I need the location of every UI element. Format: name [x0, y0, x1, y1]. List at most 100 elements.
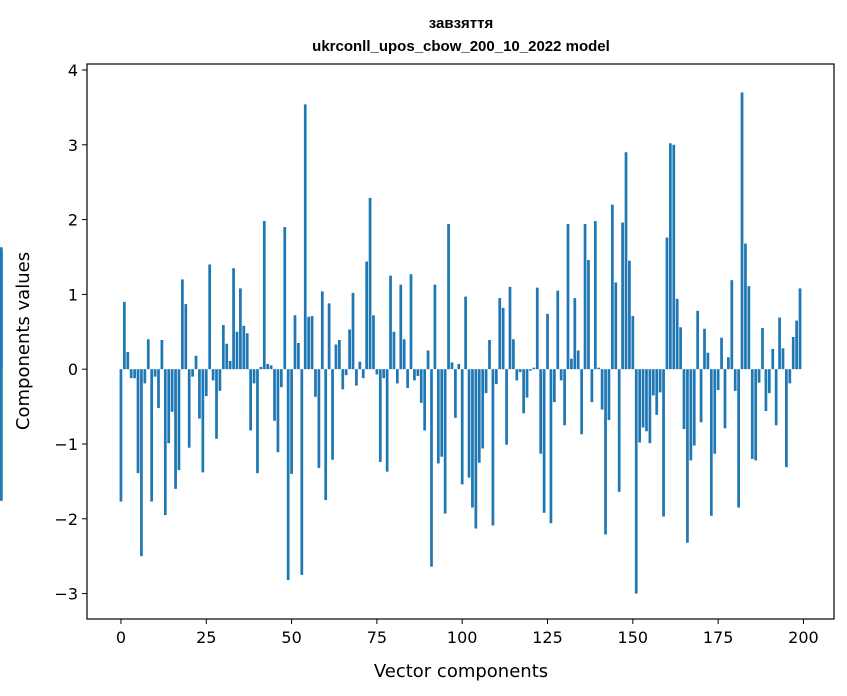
bar	[785, 369, 788, 468]
bar	[669, 143, 672, 370]
bar	[614, 282, 618, 370]
bar	[232, 268, 235, 370]
bar	[658, 369, 662, 393]
bar	[355, 369, 358, 386]
bar	[747, 286, 751, 370]
bar	[344, 369, 348, 376]
bar	[781, 348, 785, 370]
bar	[208, 264, 212, 370]
bar	[737, 369, 740, 508]
bar	[249, 369, 252, 431]
bar	[225, 343, 229, 370]
bar	[194, 355, 198, 370]
bar	[447, 224, 450, 370]
bar	[286, 369, 290, 581]
bar	[297, 343, 300, 370]
bar	[529, 369, 532, 371]
bar	[634, 369, 638, 594]
bar	[430, 369, 433, 567]
bar	[129, 369, 133, 379]
bar	[218, 369, 222, 391]
bar	[515, 369, 519, 381]
bar	[686, 369, 689, 543]
bar	[570, 358, 573, 370]
bar	[191, 369, 194, 377]
bar	[426, 350, 430, 370]
bar	[276, 369, 280, 453]
bar	[0, 369, 3, 501]
bar	[409, 274, 413, 370]
bar	[604, 369, 607, 535]
bar	[290, 369, 293, 474]
bar	[454, 369, 457, 418]
y-tick-label: 0	[68, 360, 78, 379]
bar	[727, 357, 730, 370]
bar	[498, 298, 502, 370]
bar	[341, 369, 345, 390]
bar	[675, 298, 679, 370]
bar	[358, 361, 362, 370]
bar	[494, 369, 498, 385]
bar	[703, 328, 706, 370]
x-tick-label: 50	[281, 628, 301, 647]
bar	[375, 369, 379, 375]
bar	[638, 369, 642, 443]
y-axis-ticks: −3 −2 −1 0 1 2 3 4	[54, 61, 87, 604]
bar	[392, 331, 396, 370]
bar	[396, 369, 399, 384]
bar	[307, 316, 311, 370]
bar	[157, 369, 160, 409]
bar	[365, 261, 369, 370]
bar	[303, 104, 307, 370]
bar	[245, 333, 249, 370]
bar	[293, 315, 297, 370]
bar	[754, 369, 758, 461]
bar	[767, 369, 771, 394]
bar	[372, 315, 375, 370]
bar	[402, 339, 406, 370]
bar	[771, 348, 775, 370]
x-tick-label: 125	[532, 628, 563, 647]
bar	[757, 369, 761, 383]
bar	[163, 369, 167, 516]
bar	[119, 369, 123, 502]
bar	[160, 340, 164, 370]
bar	[368, 197, 372, 370]
bar	[477, 369, 481, 463]
bar	[221, 325, 225, 370]
bar	[351, 292, 355, 370]
bar	[645, 369, 648, 432]
x-tick-label: 200	[788, 628, 819, 647]
bar	[433, 284, 437, 370]
bar	[464, 296, 467, 370]
bar	[252, 369, 256, 384]
bar	[761, 328, 764, 370]
bar	[211, 369, 215, 381]
bar	[310, 316, 314, 370]
bar	[283, 227, 287, 370]
bar	[720, 337, 723, 370]
bar	[413, 369, 416, 381]
bar	[334, 344, 338, 370]
bar	[471, 369, 474, 508]
bar	[682, 369, 686, 430]
bar	[436, 369, 440, 464]
bar	[385, 369, 389, 472]
bar	[419, 369, 423, 403]
bar	[573, 298, 577, 370]
bar	[798, 288, 802, 370]
bar	[539, 369, 543, 454]
plot-frame	[86, 63, 835, 620]
bar	[320, 291, 324, 370]
y-tick-label: 2	[68, 211, 78, 230]
bar	[348, 329, 351, 370]
bar	[146, 339, 150, 370]
bar	[242, 325, 246, 370]
bar	[617, 369, 621, 492]
bar	[187, 369, 191, 448]
bar	[778, 317, 781, 370]
bar	[382, 369, 386, 379]
bar	[679, 327, 682, 370]
bar	[501, 307, 505, 370]
bar	[167, 369, 171, 444]
